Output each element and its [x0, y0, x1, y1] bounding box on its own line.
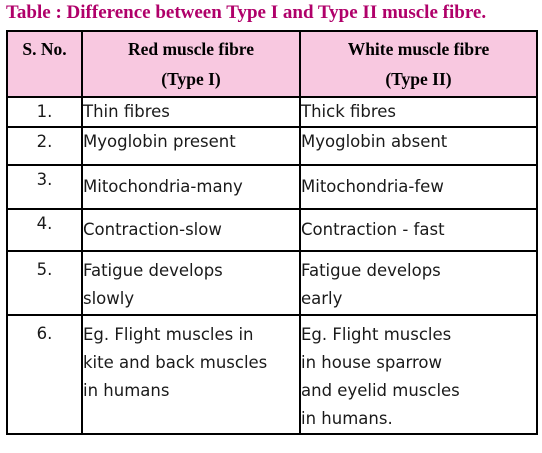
row-sno: 6. — [6, 314, 83, 435]
white-cell: Eg. Flight muscles in house sparrow and … — [299, 314, 538, 435]
cell-line: Myoglobin present — [83, 132, 236, 151]
table-row: 6. Eg. Flight muscles in kite and back m… — [6, 314, 538, 435]
cell-line: slowly — [83, 289, 135, 308]
cell-line: Thick fibres — [301, 102, 397, 121]
row-sno: 1. — [6, 96, 83, 128]
header-white-fibre: White muscle fibre (Type II) — [299, 30, 538, 98]
header-red-line1: Red muscle fibre — [127, 39, 255, 59]
cell-line: Fatigue develops — [301, 261, 441, 280]
cell-line: Contraction-slow — [83, 220, 222, 239]
white-cell: Myoglobin absent — [299, 126, 538, 166]
table-caption: Table : Difference between Type I and Ty… — [6, 2, 487, 23]
cell-line: Thin fibres — [83, 102, 170, 121]
red-cell: Mitochondria-many — [81, 164, 301, 210]
table-row: 1. Thin fibres Thick fibres — [6, 96, 538, 128]
header-sno: S. No. — [6, 30, 83, 98]
row-sno: 3. — [6, 164, 83, 210]
row-sno: 5. — [6, 250, 83, 316]
cell-line: in humans — [83, 381, 170, 400]
cell-line: early — [301, 289, 343, 308]
table-row: 5. Fatigue develops slowly Fatigue devel… — [6, 250, 538, 316]
red-cell: Thin fibres — [81, 96, 301, 128]
header-white-line1: White muscle fibre — [347, 39, 490, 59]
cell-line: Eg. Flight muscles — [301, 325, 452, 344]
comparison-table: S. No. Red muscle fibre (Type I) White m… — [6, 30, 538, 435]
cell-line: in house sparrow — [301, 353, 442, 372]
cell-line: Fatigue develops — [83, 261, 223, 280]
table-header-row: S. No. Red muscle fibre (Type I) White m… — [6, 30, 538, 98]
red-cell: Contraction-slow — [81, 208, 301, 252]
cell-line: Contraction - fast — [301, 220, 445, 239]
table-row: 4. Contraction-slow Contraction - fast — [6, 208, 538, 252]
row-sno: 4. — [6, 208, 83, 252]
red-cell: Fatigue develops slowly — [81, 250, 301, 316]
cell-line: Myoglobin absent — [301, 132, 448, 151]
header-red-line2: (Type I) — [161, 69, 221, 89]
white-cell: Contraction - fast — [299, 208, 538, 252]
cell-line: and eyelid muscles — [301, 381, 460, 400]
white-cell: Thick fibres — [299, 96, 538, 128]
table-row: 2. Myoglobin present Myoglobin absent — [6, 126, 538, 166]
row-sno: 2. — [6, 126, 83, 166]
cell-line: kite and back muscles — [83, 353, 268, 372]
white-cell: Mitochondria-few — [299, 164, 538, 210]
cell-line: Eg. Flight muscles in — [83, 325, 254, 344]
header-white-line2: (Type II) — [385, 69, 452, 89]
cell-line: Mitochondria-many — [83, 177, 243, 196]
header-sno-label: S. No. — [22, 39, 67, 59]
red-cell: Myoglobin present — [81, 126, 301, 166]
header-red-fibre: Red muscle fibre (Type I) — [81, 30, 301, 98]
cell-line: in humans. — [301, 409, 393, 428]
table-row: 3. Mitochondria-many Mitochondria-few — [6, 164, 538, 210]
white-cell: Fatigue develops early — [299, 250, 538, 316]
red-cell: Eg. Flight muscles in kite and back musc… — [81, 314, 301, 435]
cell-line: Mitochondria-few — [301, 177, 444, 196]
